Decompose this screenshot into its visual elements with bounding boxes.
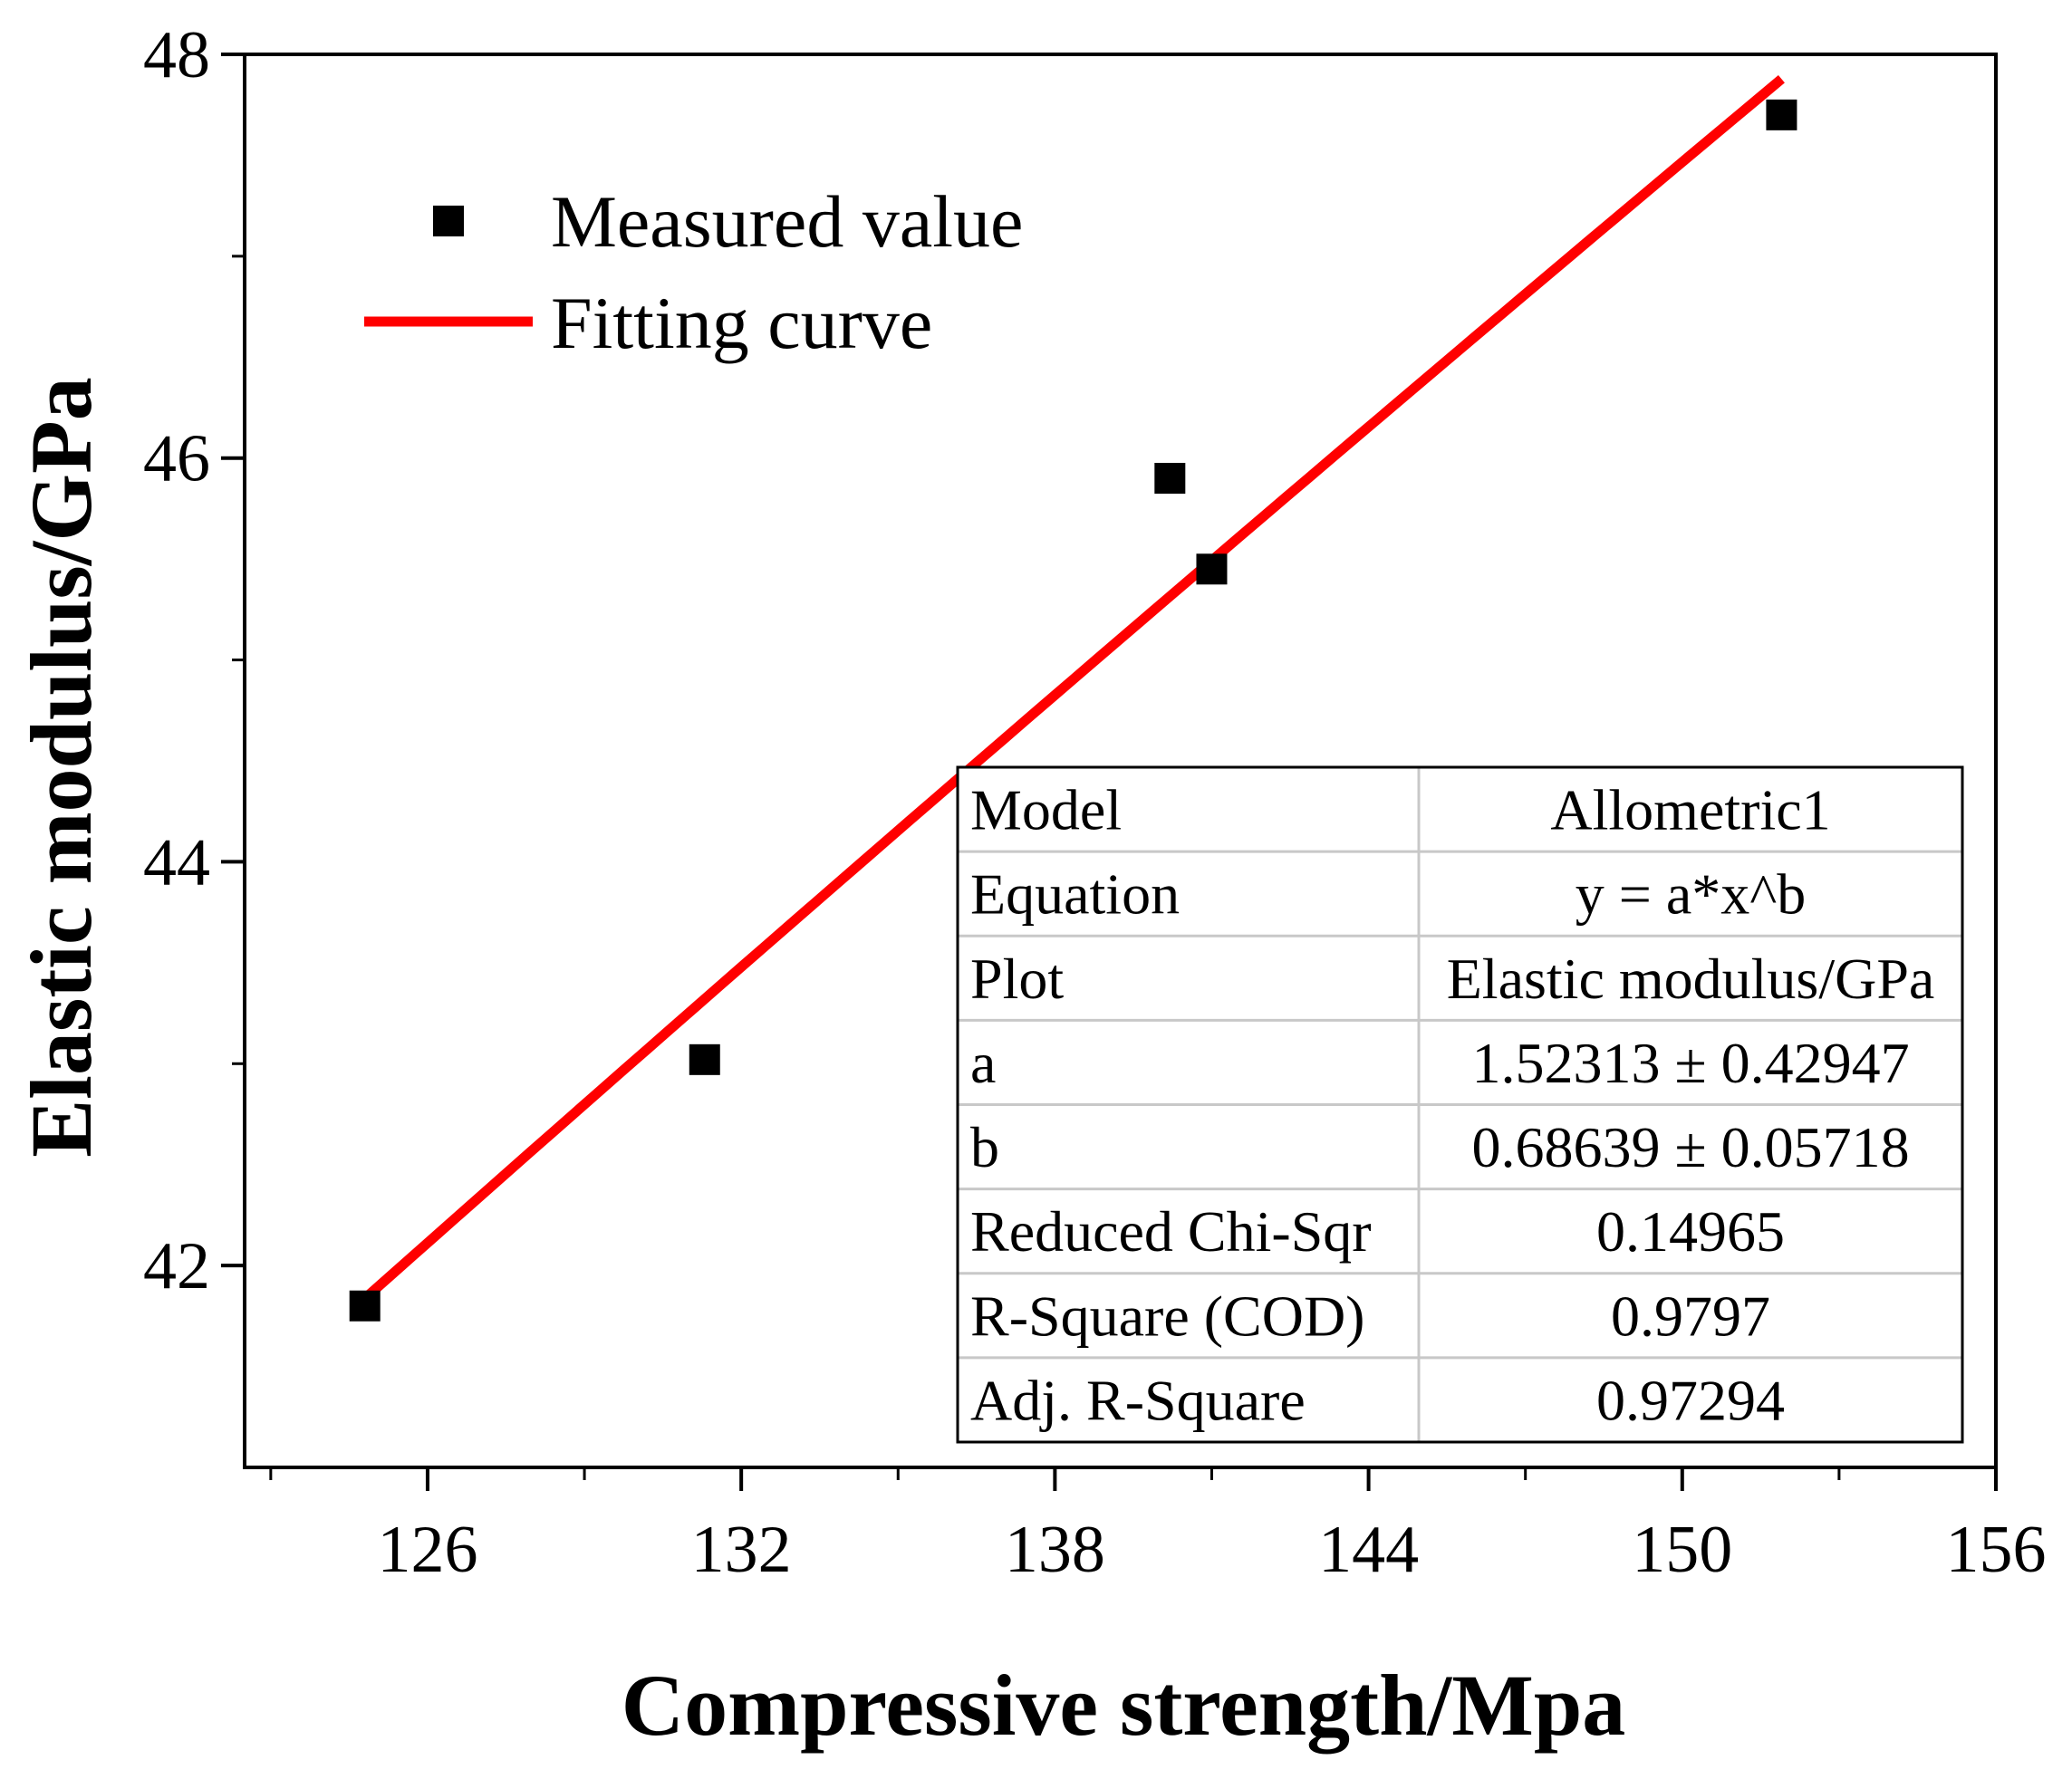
table-cell-value: 0.97294	[1596, 1368, 1785, 1432]
y-tick-label: 44	[143, 825, 210, 899]
measured-points-layer	[349, 99, 1797, 1322]
table-border	[956, 765, 1964, 1444]
table-cell-label: Reduced Chi-Sqr	[970, 1199, 1372, 1264]
legend-label-measured: Measured value	[551, 180, 1023, 263]
table-cell-label: Model	[970, 778, 1122, 842]
table-cell-label: Plot	[970, 947, 1064, 1011]
table-cell-label: b	[970, 1115, 999, 1179]
legend: Measured value Fitting curve	[364, 180, 1023, 364]
table-cell-value: Allometric1	[1550, 778, 1830, 842]
table-cell-value: 0.9797	[1611, 1284, 1770, 1348]
tick-labels: 126 132 138 144 150 156 42 44 46 48	[143, 18, 2047, 1587]
plot-frame	[243, 53, 1998, 1469]
y-tick-label: 42	[143, 1229, 210, 1303]
x-tick-label: 150	[1632, 1513, 1732, 1587]
fitting-curve-line	[361, 74, 1785, 1303]
x-tick-label: 138	[1005, 1513, 1105, 1587]
fit-parameters-table: Model Allometric1 Equation y = a*x^b Plot Ela…	[956, 765, 1964, 1444]
legend-label-fitting: Fitting curve	[551, 282, 932, 364]
table-cell-value: 1.52313 ± 0.42947	[1471, 1031, 1909, 1095]
x-tick-label: 156	[1946, 1513, 2047, 1587]
x-tick-label: 126	[377, 1513, 477, 1587]
table-cell-value: y = a*x^b	[1576, 862, 1807, 927]
measured-point	[1766, 99, 1797, 130]
y-axis-title: Elastic modulus/GPa	[13, 377, 110, 1157]
table-cell-label: R-Square (COD)	[970, 1284, 1364, 1348]
measured-point	[349, 1290, 381, 1322]
table-cell-value: Elastic modulus/GPa	[1447, 947, 1935, 1011]
x-tick-label: 132	[691, 1513, 792, 1587]
axes	[221, 53, 1998, 1491]
x-tick-label: 144	[1318, 1513, 1419, 1587]
table-cell-label: Equation	[970, 862, 1180, 927]
table-cell-value: 0.14965	[1596, 1199, 1785, 1264]
measured-point	[1154, 463, 1186, 494]
x-axis-title: Compressive strength/Mpa	[622, 1657, 1625, 1754]
measured-point	[1196, 553, 1228, 585]
table-cell-label: Adj. R-Square	[970, 1368, 1306, 1432]
fit-curve-layer	[361, 74, 1785, 1303]
y-tick-label: 48	[143, 18, 210, 92]
table-cell-value: 0.68639 ± 0.05718	[1471, 1115, 1909, 1179]
measured-point	[689, 1043, 720, 1075]
legend-marker-measured	[433, 206, 464, 236]
y-tick-label: 46	[143, 422, 210, 496]
table-cell-label: a	[970, 1031, 996, 1095]
